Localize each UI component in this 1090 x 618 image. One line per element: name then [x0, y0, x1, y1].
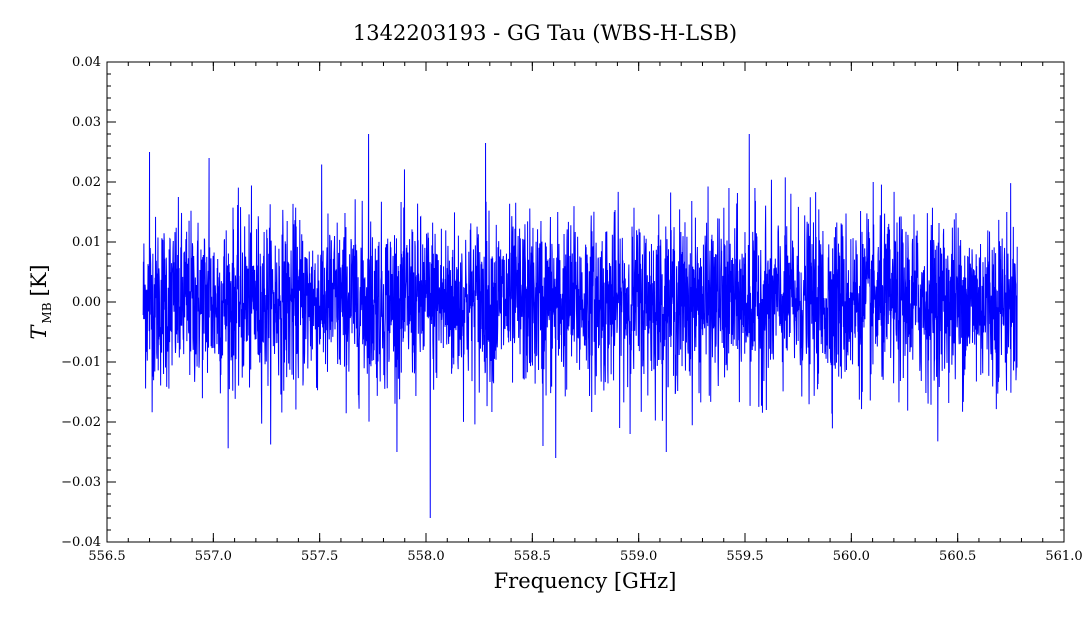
y-axis-label-symbol: T [27, 324, 51, 340]
svg-text:TMB[K]: TMB [K] [27, 264, 54, 339]
y-axis-ticks: −0.04 −0.03 −0.02 −0.01 0.00 0.01 0.02 0.03 0.04 [61, 55, 1064, 550]
x-axis-ticks: 556.5 557.0 557.5 558.0 558.5 559.0 559.5 560.0… [88, 62, 1083, 564]
x-tick-label: 557.0 [195, 549, 232, 564]
x-tick-label: 556.5 [88, 549, 125, 564]
y-tick-label: 0.01 [72, 235, 101, 250]
x-tick-label: 558.5 [514, 549, 551, 564]
x-tick-label: 558.0 [407, 549, 444, 564]
x-axis-label: Frequency [GHz] [494, 569, 677, 593]
y-tick-label: 0.00 [72, 295, 101, 310]
y-tick-label: 0.04 [72, 55, 101, 70]
x-tick-label: 559.5 [726, 549, 763, 564]
x-tick-label: 559.0 [620, 549, 657, 564]
y-tick-label: 0.03 [72, 115, 101, 130]
y-axis-label: TMB [K] [27, 264, 54, 339]
y-tick-label: −0.01 [61, 355, 101, 370]
x-tick-label: 560.0 [833, 549, 870, 564]
chart-title: 1342203193 - GG Tau (WBS-H-LSB) [353, 21, 737, 45]
y-tick-label: 0.02 [72, 175, 101, 190]
y-tick-label: −0.04 [61, 535, 101, 550]
y-tick-label: −0.02 [61, 415, 101, 430]
y-axis-label-unit: [K] [27, 264, 51, 296]
y-axis-label-subscript: MB [40, 302, 54, 323]
x-tick-label: 557.5 [301, 549, 338, 564]
spectrum-series-line [142, 133, 1018, 519]
x-tick-label: 561.0 [1045, 549, 1082, 564]
y-tick-label: −0.03 [61, 475, 101, 490]
x-tick-label: 560.5 [939, 549, 976, 564]
